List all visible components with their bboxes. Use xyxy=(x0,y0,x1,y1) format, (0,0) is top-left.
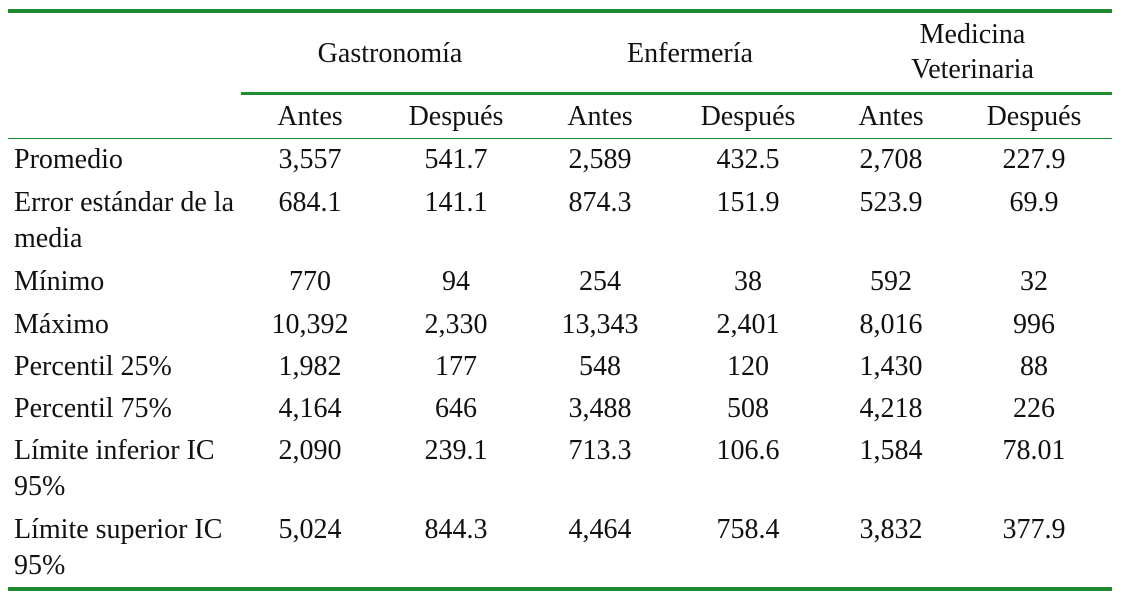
cell-limite-superior-enfermeria-despues: 758.4 xyxy=(716,514,780,545)
row-label-percentil-25: Percentil 25% xyxy=(14,351,172,382)
cell-p25-enfermeria-antes: 548 xyxy=(579,351,621,382)
cell-limite-superior-gastronomia-despues: 844.3 xyxy=(424,514,488,545)
cell-p75-enfermeria-antes: 3,488 xyxy=(568,393,632,424)
row-label-minimo: Mínimo xyxy=(14,266,105,297)
cell-limite-inferior-enfermeria-despues: 106.6 xyxy=(716,435,780,466)
table-bottom-rule xyxy=(8,587,1112,591)
cell-p75-gastronomia-despues: 646 xyxy=(435,393,477,424)
cell-maximo-gastronomia-despues: 2,330 xyxy=(424,309,488,340)
cell-promedio-gastronomia-antes: 3,557 xyxy=(278,144,342,175)
group-header-medicina-veterinaria-line1: Medicina xyxy=(919,19,1026,50)
cell-promedio-gastronomia-despues: 541.7 xyxy=(424,144,488,175)
cell-minimo-gastronomia-antes: 770 xyxy=(289,266,331,297)
subheader-despues-gastronomia: Después xyxy=(408,101,504,132)
cell-limite-inferior-gastronomia-despues: 239.1 xyxy=(424,435,488,466)
cell-p75-gastronomia-antes: 4,164 xyxy=(278,393,342,424)
row-label-limite-superior: Límite superior IC 95% xyxy=(14,514,223,581)
cell-minimo-veterinaria-despues: 32 xyxy=(1020,266,1048,297)
cell-minimo-veterinaria-antes: 592 xyxy=(870,266,912,297)
group-header-medicina-veterinaria-line2: Veterinaria xyxy=(911,54,1034,85)
cell-promedio-veterinaria-antes: 2,708 xyxy=(859,144,923,175)
cell-promedio-veterinaria-despues: 227.9 xyxy=(1002,144,1066,175)
group-header-enfermeria: Enfermería xyxy=(627,38,753,69)
cell-p25-gastronomia-antes: 1,982 xyxy=(278,351,342,382)
cell-maximo-enfermeria-despues: 2,401 xyxy=(716,309,780,340)
cell-p25-gastronomia-despues: 177 xyxy=(435,351,477,382)
cell-error-veterinaria-despues: 69.9 xyxy=(1009,187,1059,218)
subheader-antes-enfermeria: Antes xyxy=(567,101,633,132)
table-top-rule xyxy=(8,9,1112,13)
cell-promedio-enfermeria-despues: 432.5 xyxy=(716,144,780,175)
cell-p75-veterinaria-antes: 4,218 xyxy=(859,393,923,424)
cell-p75-veterinaria-despues: 226 xyxy=(1013,393,1055,424)
header-separator-line xyxy=(8,138,1112,139)
subheader-antes-gastronomia: Antes xyxy=(277,101,343,132)
cell-error-gastronomia-antes: 684.1 xyxy=(278,187,342,218)
cell-error-enfermeria-despues: 151.9 xyxy=(716,187,780,218)
cell-p25-veterinaria-antes: 1,430 xyxy=(859,351,923,382)
cell-minimo-enfermeria-despues: 38 xyxy=(734,266,762,297)
cell-limite-inferior-gastronomia-antes: 2,090 xyxy=(278,435,342,466)
row-label-maximo: Máximo xyxy=(14,309,109,340)
row-label-percentil-75: Percentil 75% xyxy=(14,393,172,424)
cell-minimo-enfermeria-antes: 254 xyxy=(579,266,621,297)
cell-p25-veterinaria-despues: 88 xyxy=(1020,351,1048,382)
cell-limite-superior-veterinaria-antes: 3,832 xyxy=(859,514,923,545)
row-label-limite-inferior: Límite inferior IC 95% xyxy=(14,435,215,502)
cell-limite-superior-enfermeria-antes: 4,464 xyxy=(568,514,632,545)
group-header-rule xyxy=(241,92,1112,95)
subheader-antes-veterinaria: Antes xyxy=(858,101,924,132)
cell-maximo-veterinaria-despues: 996 xyxy=(1013,309,1055,340)
cell-maximo-veterinaria-antes: 8,016 xyxy=(859,309,923,340)
cell-maximo-enfermeria-antes: 13,343 xyxy=(561,309,639,340)
cell-maximo-gastronomia-antes: 10,392 xyxy=(271,309,349,340)
cell-limite-inferior-veterinaria-despues: 78.01 xyxy=(1002,435,1066,466)
cell-limite-superior-veterinaria-despues: 377.9 xyxy=(1002,514,1066,545)
row-label-promedio: Promedio xyxy=(14,144,123,175)
cell-limite-inferior-enfermeria-antes: 713.3 xyxy=(568,435,632,466)
cell-p25-enfermeria-despues: 120 xyxy=(727,351,769,382)
group-header-gastronomia: Gastronomía xyxy=(317,38,463,69)
cell-limite-inferior-veterinaria-antes: 1,584 xyxy=(859,435,923,466)
cell-limite-superior-gastronomia-antes: 5,024 xyxy=(278,514,342,545)
cell-error-veterinaria-antes: 523.9 xyxy=(859,187,923,218)
subheader-despues-veterinaria: Después xyxy=(986,101,1082,132)
cell-promedio-enfermeria-antes: 2,589 xyxy=(568,144,632,175)
subheader-despues-enfermeria: Después xyxy=(700,101,796,132)
cell-p75-enfermeria-despues: 508 xyxy=(727,393,769,424)
row-label-error-estandar: Error estándar de la media xyxy=(14,187,234,254)
cell-error-enfermeria-antes: 874.3 xyxy=(568,187,632,218)
cell-minimo-gastronomia-despues: 94 xyxy=(442,266,470,297)
cell-error-gastronomia-despues: 141.1 xyxy=(424,187,488,218)
